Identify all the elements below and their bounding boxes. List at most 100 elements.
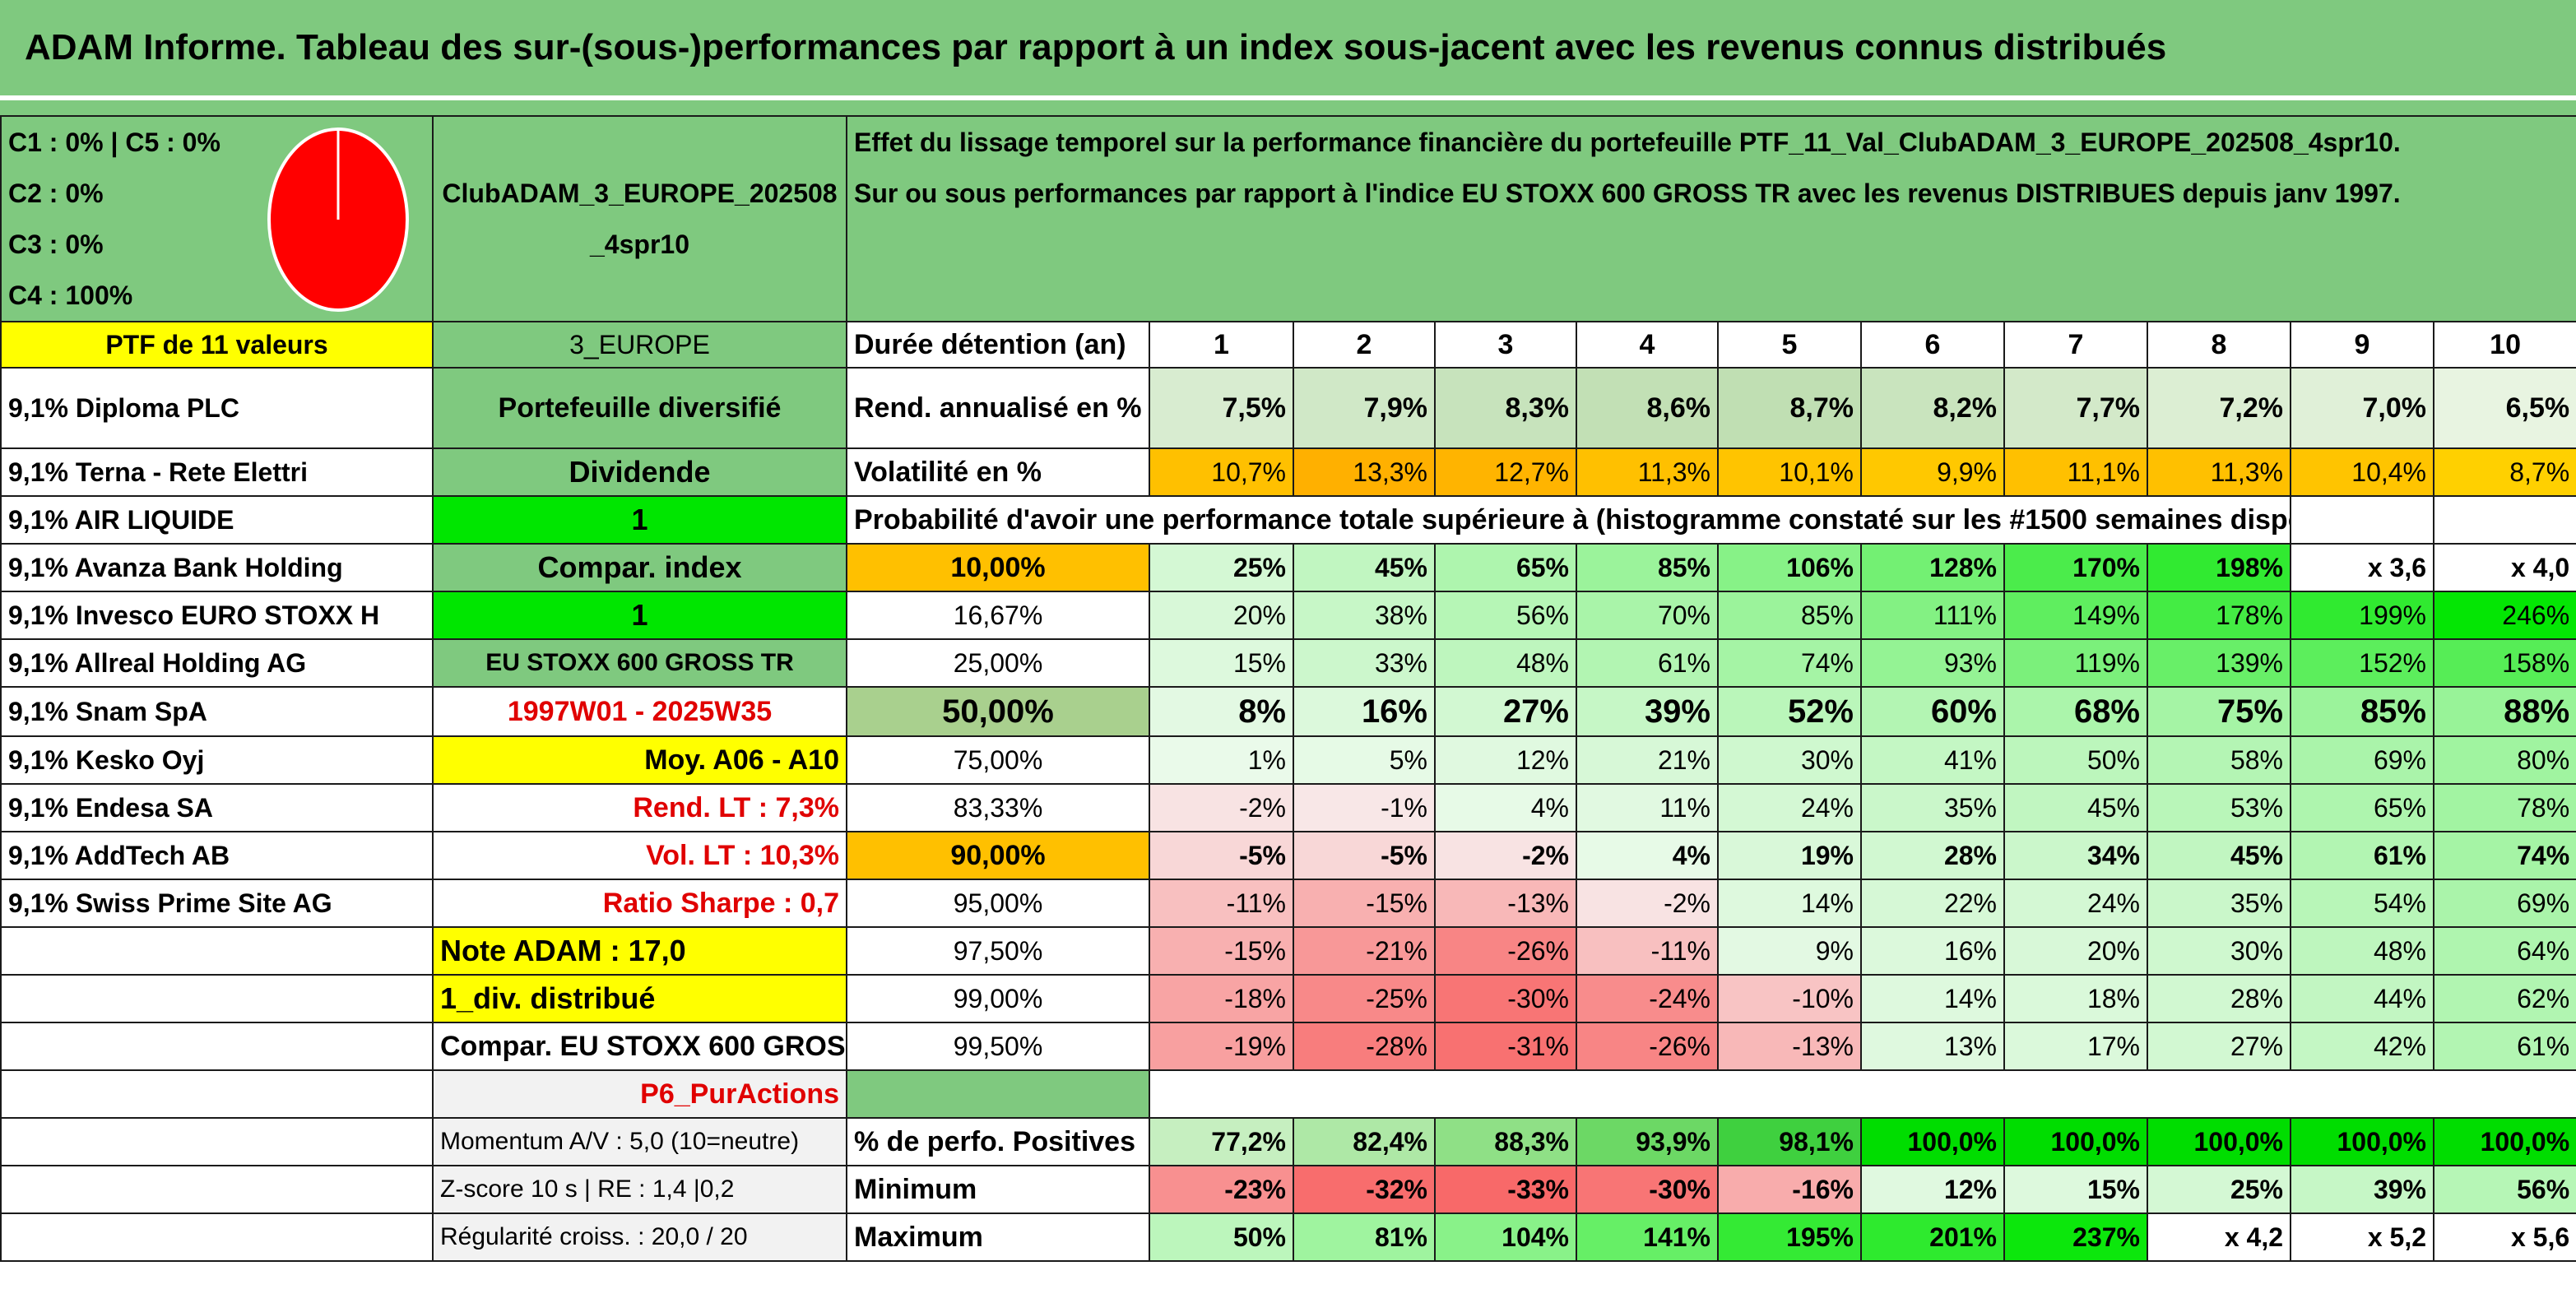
info-cell[interactable]: Moy. A06 - A10 xyxy=(432,735,847,785)
info-cell[interactable]: Compar. EU STOXX 600 GROSS TR xyxy=(432,1022,847,1071)
prob-value[interactable]: -2% xyxy=(1576,879,1719,928)
prob-value[interactable]: 199% xyxy=(2290,591,2434,640)
prob-value[interactable]: 60% xyxy=(1860,686,2005,737)
vol-value[interactable]: 10,7% xyxy=(1149,447,1294,497)
holding[interactable]: 9,1% Endesa SA xyxy=(0,783,434,832)
prob-value[interactable]: 128% xyxy=(1860,543,2005,592)
prob-value[interactable]: 4% xyxy=(1434,783,1577,832)
prob-value[interactable]: 44% xyxy=(2290,974,2434,1023)
prob-value[interactable]: -30% xyxy=(1434,974,1577,1023)
rend-value[interactable]: 8,3% xyxy=(1434,367,1577,449)
prob-value[interactable]: 33% xyxy=(1293,638,1436,688)
max-value[interactable]: x 5,6 xyxy=(2432,1212,2576,1262)
prob-value[interactable]: 9% xyxy=(1717,926,1862,976)
rend-value[interactable]: 8,6% xyxy=(1576,367,1719,449)
empty[interactable] xyxy=(0,1165,434,1214)
vol-value[interactable]: 11,3% xyxy=(2147,447,2291,497)
duration-header[interactable]: 9 xyxy=(2290,321,2434,369)
pos-value[interactable]: 100,0% xyxy=(2290,1117,2434,1166)
duration-header[interactable]: 2 xyxy=(1293,321,1436,369)
prob-value[interactable]: 30% xyxy=(1717,735,1862,785)
holding[interactable]: 9,1% Avanza Bank Holding xyxy=(0,543,434,592)
rend-value[interactable]: 7,9% xyxy=(1293,367,1436,449)
holding[interactable]: 9,1% Snam SpA xyxy=(0,686,434,737)
prob-value[interactable]: -1% xyxy=(1293,783,1436,832)
prob-value[interactable]: 170% xyxy=(2003,543,2148,592)
prob-value[interactable]: 12% xyxy=(1434,735,1577,785)
dividend-value[interactable]: 1 xyxy=(432,495,847,545)
percentile[interactable]: 75,00% xyxy=(846,735,1150,785)
prob-value[interactable]: 22% xyxy=(1860,879,2005,928)
prob-value[interactable]: -26% xyxy=(1434,926,1577,976)
prob-value[interactable]: 75% xyxy=(2147,686,2291,737)
holding[interactable]: 9,1% Diploma PLC xyxy=(0,367,434,449)
pos-value[interactable]: 100,0% xyxy=(2432,1117,2576,1166)
holding[interactable]: 9,1% AddTech AB xyxy=(0,831,434,880)
prob-value[interactable]: -21% xyxy=(1293,926,1436,976)
prob-value[interactable]: 42% xyxy=(2290,1022,2434,1071)
percentile[interactable]: 99,50% xyxy=(846,1022,1150,1071)
prob-value[interactable]: -19% xyxy=(1149,1022,1294,1071)
prob-value[interactable]: 14% xyxy=(1860,974,2005,1023)
min-value[interactable]: 12% xyxy=(1860,1165,2005,1214)
empty[interactable] xyxy=(0,1117,434,1166)
prob-value[interactable]: 45% xyxy=(1293,543,1436,592)
durations-label[interactable]: Durée détention (an) xyxy=(846,321,1150,369)
prob-value[interactable]: -11% xyxy=(1576,926,1719,976)
rend-value[interactable]: 7,2% xyxy=(2147,367,2291,449)
prob-value[interactable]: -2% xyxy=(1434,831,1577,880)
info-cell[interactable]: Note ADAM : 17,0 xyxy=(432,926,847,976)
empty[interactable] xyxy=(2290,495,2434,545)
min-value[interactable]: 39% xyxy=(2290,1165,2434,1214)
holding[interactable]: 9,1% Allreal Holding AG xyxy=(0,638,434,688)
prob-value[interactable]: -5% xyxy=(1293,831,1436,880)
prob-value[interactable]: 111% xyxy=(1860,591,2005,640)
prob-value[interactable]: -11% xyxy=(1149,879,1294,928)
percentile[interactable]: 10,00% xyxy=(846,543,1150,592)
min-label[interactable]: Minimum xyxy=(846,1165,1150,1214)
duration-header[interactable]: 6 xyxy=(1860,321,2005,369)
vol-value[interactable]: 11,3% xyxy=(1576,447,1719,497)
vol-value[interactable]: 13,3% xyxy=(1293,447,1436,497)
prob-value[interactable]: 35% xyxy=(2147,879,2291,928)
region[interactable]: 3_EUROPE xyxy=(432,321,847,369)
prob-value[interactable]: 64% xyxy=(2432,926,2576,976)
percentile[interactable]: 90,00% xyxy=(846,831,1150,880)
duration-header[interactable]: 3 xyxy=(1434,321,1577,369)
zscore[interactable]: Z-score 10 s | RE : 1,4 |0,2 xyxy=(432,1165,847,1214)
prob-value[interactable]: 69% xyxy=(2290,735,2434,785)
min-value[interactable]: -30% xyxy=(1576,1165,1719,1214)
prob-value[interactable]: 61% xyxy=(2290,831,2434,880)
prob-value[interactable]: 106% xyxy=(1717,543,1862,592)
empty[interactable] xyxy=(2432,495,2576,545)
vol-value[interactable]: 10,1% xyxy=(1717,447,1862,497)
holding[interactable]: 9,1% Terna - Rete Elettri xyxy=(0,447,434,497)
prob-value[interactable]: 41% xyxy=(1860,735,2005,785)
vol-value[interactable]: 9,9% xyxy=(1860,447,2005,497)
info-cell[interactable]: Compar. index xyxy=(432,543,847,592)
empty[interactable] xyxy=(1148,1069,2576,1119)
prob-value[interactable]: x 3,6 xyxy=(2290,543,2434,592)
empty[interactable] xyxy=(0,926,434,976)
min-value[interactable]: 56% xyxy=(2432,1165,2576,1214)
info-cell[interactable]: 1997W01 - 2025W35 xyxy=(432,686,847,737)
max-value[interactable]: 141% xyxy=(1576,1212,1719,1262)
prob-value[interactable]: 88% xyxy=(2432,686,2576,737)
prob-value[interactable]: 25% xyxy=(1149,543,1294,592)
prob-value[interactable]: 48% xyxy=(1434,638,1577,688)
empty[interactable] xyxy=(0,1069,434,1119)
prob-value[interactable]: 65% xyxy=(2290,783,2434,832)
prob-value[interactable]: 16% xyxy=(1293,686,1436,737)
info-cell[interactable]: EU STOXX 600 GROSS TR xyxy=(432,638,847,688)
prob-value[interactable]: 24% xyxy=(1717,783,1862,832)
prob-value[interactable]: -15% xyxy=(1149,926,1294,976)
prob-value[interactable]: 68% xyxy=(2003,686,2148,737)
prob-value[interactable]: 39% xyxy=(1576,686,1719,737)
prob-value[interactable]: 27% xyxy=(2147,1022,2291,1071)
prob-value[interactable]: 119% xyxy=(2003,638,2148,688)
holding[interactable]: 9,1% Kesko Oyj xyxy=(0,735,434,785)
prob-value[interactable]: 158% xyxy=(2432,638,2576,688)
max-value[interactable]: x 4,2 xyxy=(2147,1212,2291,1262)
p6-label[interactable]: P6_PurActions xyxy=(432,1069,847,1119)
prob-value[interactable]: 24% xyxy=(2003,879,2148,928)
